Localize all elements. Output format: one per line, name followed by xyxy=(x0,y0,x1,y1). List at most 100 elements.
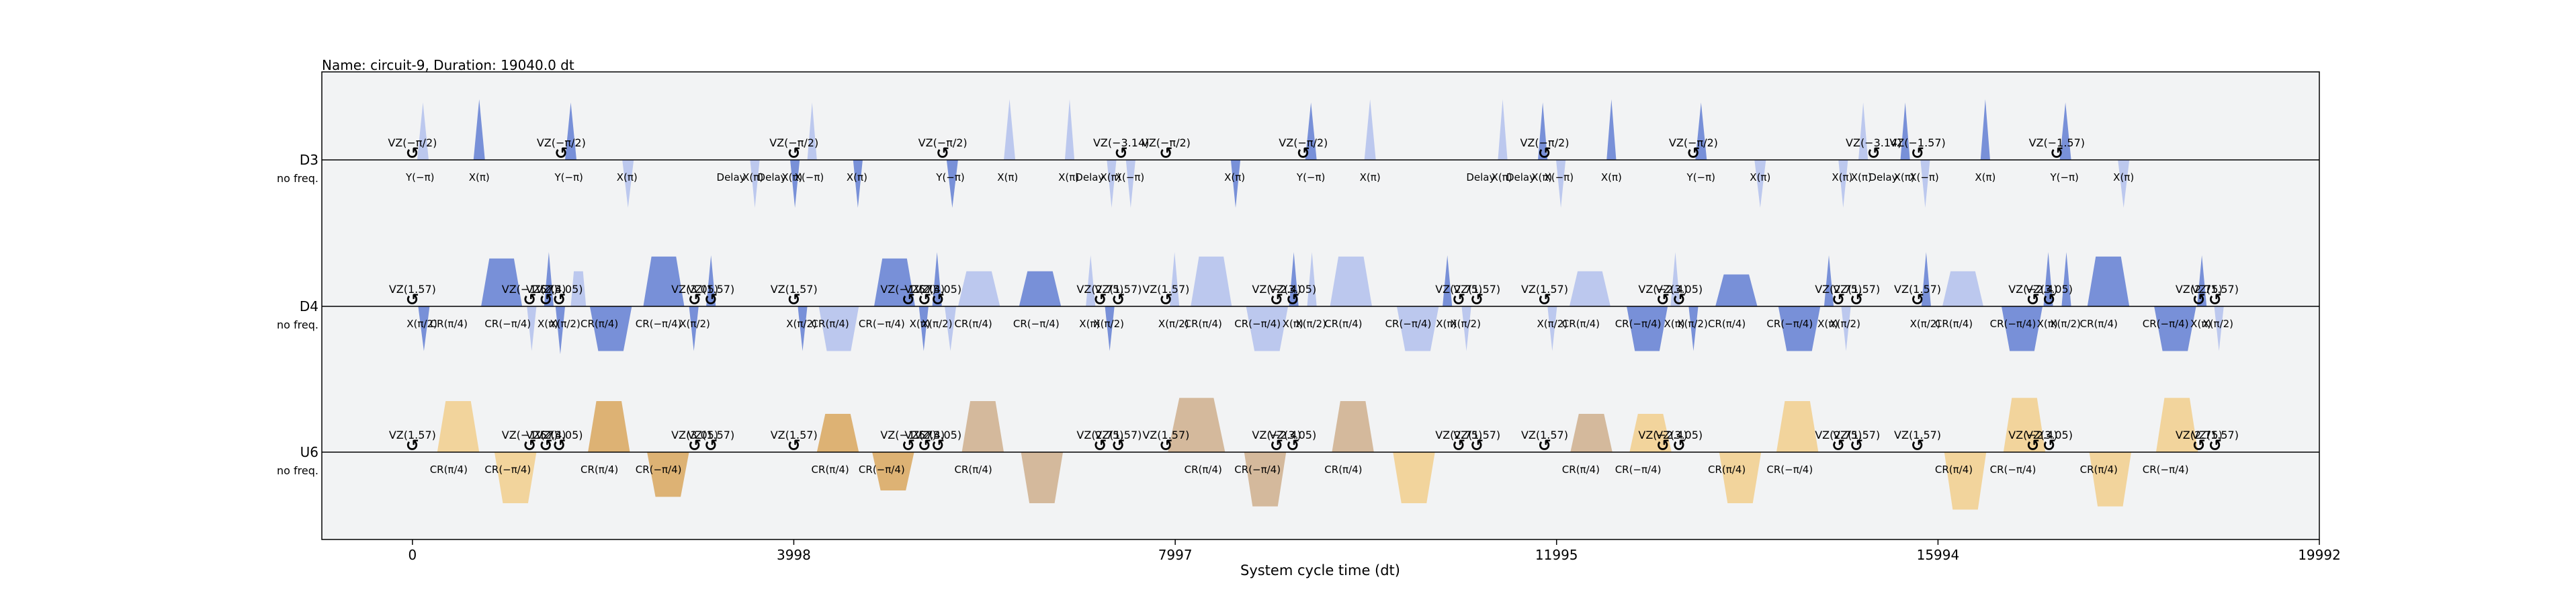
pulse-D4 xyxy=(1170,252,1180,306)
operation-label: X(π) xyxy=(1975,171,1995,183)
pulse-D4 xyxy=(1715,274,1758,306)
vz-label: VZ(1.57) xyxy=(771,429,818,441)
pulse-U6 xyxy=(437,401,480,452)
operation-label: X(π) xyxy=(997,171,1018,183)
pulse-D4 xyxy=(1396,306,1439,351)
pulse-D4 xyxy=(1443,255,1453,306)
vz-symbol-icon: ↺ xyxy=(2208,436,2222,455)
vz-symbol-icon: ↺ xyxy=(1270,290,1283,309)
vz-symbol-icon: ↺ xyxy=(787,144,801,163)
operation-label: CR(−π/4) xyxy=(1990,464,2036,476)
pulse-D4 xyxy=(1778,306,1821,351)
operation-label: X(π) xyxy=(1283,318,1303,330)
operation-label: X(π) xyxy=(1851,171,1872,183)
pulse-D4 xyxy=(2214,306,2224,351)
vz-label: VZ(−2.4) xyxy=(2008,429,2057,441)
vz-symbol-icon: ↺ xyxy=(540,290,553,309)
operation-label: CR(π/4) xyxy=(1935,464,1973,476)
operation-label: Delay xyxy=(1466,171,1495,183)
pulse-D3 xyxy=(1305,102,1317,160)
pulse-U6 xyxy=(2003,398,2046,452)
vz-symbol-icon: ↺ xyxy=(1159,144,1172,163)
operation-label: CR(π/4) xyxy=(581,318,618,330)
vz-label: VZ(1.57) xyxy=(2192,283,2239,296)
vz-symbol-icon: ↺ xyxy=(1850,436,1863,455)
operation-label: Y(−π) xyxy=(1686,171,1715,183)
vz-symbol-icon: ↺ xyxy=(554,144,568,163)
pulse-D3 xyxy=(1900,102,1910,160)
operation-label: X(π/2) xyxy=(406,318,437,330)
vz-symbol-icon: ↺ xyxy=(523,436,536,455)
vz-symbol-icon: ↺ xyxy=(931,436,945,455)
vz-symbol-icon: ↺ xyxy=(1672,290,1686,309)
operation-label: X(π) xyxy=(2190,318,2211,330)
vz-symbol-icon: ↺ xyxy=(902,436,915,455)
vz-label: VZ(−1.57) xyxy=(502,429,558,441)
vz-symbol-icon: ↺ xyxy=(1470,436,1484,455)
operation-label: CR(π/4) xyxy=(430,318,468,330)
operation-label: X(−π) xyxy=(1544,171,1574,183)
operation-label: X(π/2) xyxy=(550,318,581,330)
operation-label: X(π) xyxy=(2113,171,2134,183)
operation-label: CR(π/4) xyxy=(1562,464,1600,476)
vz-label: VZ(1.57) xyxy=(389,429,436,441)
vz-symbol-icon: ↺ xyxy=(787,436,801,455)
vz-label: VZ(2.75) xyxy=(1815,283,1862,296)
pulse-D4 xyxy=(1823,255,1834,306)
operation-label: X(π) xyxy=(742,171,763,183)
vz-label: VZ(1.57) xyxy=(1894,283,1941,296)
vz-label: VZ(1.57) xyxy=(771,283,818,296)
vz-symbol-icon: ↺ xyxy=(406,144,419,163)
operation-label: CR(π/4) xyxy=(812,464,849,476)
channel-freq-D4: no freq. xyxy=(277,318,318,331)
operation-label: X(π/2) xyxy=(1677,318,1708,330)
vz-label: VZ(2.75) xyxy=(1435,283,1482,296)
pulse-D3 xyxy=(1858,102,1869,160)
pulse-D3 xyxy=(1538,102,1548,160)
vz-label: VZ(1.57) xyxy=(1453,283,1500,296)
vz-label: VZ(−π/2) xyxy=(769,136,818,149)
operation-label: CR(π/4) xyxy=(954,318,992,330)
vz-label: VZ(−π/2) xyxy=(537,136,586,149)
vz-label: VZ(1.57) xyxy=(1521,429,1568,441)
pulse-D3 xyxy=(2059,102,2071,160)
vz-label: VZ(3.05) xyxy=(2026,283,2073,296)
operation-label: CR(π/4) xyxy=(581,464,618,476)
vz-label: VZ(2.75) xyxy=(1076,429,1123,441)
pulse-D4 xyxy=(1841,306,1851,351)
operation-label: X(π/2) xyxy=(922,318,953,330)
vz-label: VZ(1.57) xyxy=(389,283,436,296)
operation-label: CR(−π/4) xyxy=(1990,318,2036,330)
pulse-U6 xyxy=(647,452,689,497)
operation-label: Y(−π) xyxy=(1296,171,1325,183)
pulse-D4 xyxy=(798,306,808,351)
vz-label: VZ(−π/2) xyxy=(1520,136,1569,149)
operation-label: X(π) xyxy=(617,171,638,183)
operation-label: X(π/2) xyxy=(1537,318,1568,330)
operation-label: X(π) xyxy=(1224,171,1245,183)
pulse-D3 xyxy=(1004,99,1016,160)
operation-label: Delay xyxy=(1506,171,1535,183)
vz-symbol-icon: ↺ xyxy=(2208,290,2222,309)
operation-label: CR(−π/4) xyxy=(2143,318,2189,330)
operation-label: X(π) xyxy=(469,171,490,183)
operation-label: CR(π/4) xyxy=(1562,318,1600,330)
vz-symbol-icon: ↺ xyxy=(1911,436,1924,455)
pulse-layer xyxy=(417,99,2224,510)
pulse-D4 xyxy=(873,258,916,306)
vz-label: VZ(1.57) xyxy=(1894,429,1941,441)
x-axis: 0 3998 7997 11995 15994 19992 xyxy=(408,539,2341,563)
annotation-layer: ↺VZ(−π/2)↺VZ(−π/2)↺VZ(−π/2)↺VZ(−π/2)↺VZ(… xyxy=(388,136,2239,476)
vz-symbol-icon: ↺ xyxy=(704,436,718,455)
vz-symbol-icon: ↺ xyxy=(918,436,931,455)
vz-symbol-icon: ↺ xyxy=(1911,144,1924,163)
operation-label: X(−π) xyxy=(1909,171,1939,183)
pulse-D4 xyxy=(2154,306,2196,351)
operation-label: X(π) xyxy=(1079,318,1100,330)
vz-symbol-icon: ↺ xyxy=(1832,436,1845,455)
vz-label: VZ(−π/2) xyxy=(388,136,437,149)
operation-label: X(π) xyxy=(1664,318,1685,330)
pulse-D3 xyxy=(1498,99,1508,160)
operation-label: CR(−π/4) xyxy=(1234,464,1281,476)
vz-symbol-icon: ↺ xyxy=(540,436,553,455)
